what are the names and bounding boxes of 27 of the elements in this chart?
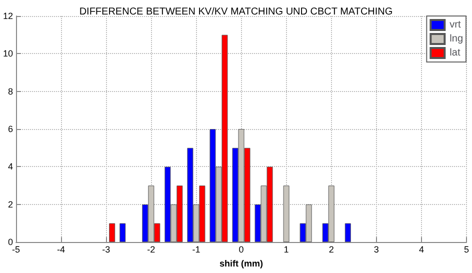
- bar: [344, 223, 351, 242]
- x-tick-label: 3: [374, 244, 379, 255]
- y-tick-label: 12: [2, 11, 14, 21]
- x-tick-label: -1: [192, 244, 200, 255]
- legend-label: lat: [450, 48, 460, 58]
- bar: [283, 186, 290, 242]
- bar: [109, 223, 116, 242]
- legend-label: lng: [450, 34, 464, 44]
- x-tick-label: 5: [464, 244, 470, 255]
- y-tick-label: 6: [8, 124, 14, 134]
- x-tick-label: -2: [147, 244, 156, 255]
- x-tick-label: -4: [57, 244, 66, 255]
- y-tick-label: 4: [8, 162, 14, 172]
- chart-title: DIFFERENCE BETWEEN KV/KV MATCHING UND CBCT MATCHING: [79, 6, 393, 18]
- x-tick-label: 2: [328, 244, 334, 255]
- x-tick-label: 1: [284, 244, 289, 255]
- x-axis-title: shift (mm): [220, 258, 264, 268]
- y-tick-label: 2: [8, 199, 14, 210]
- legend-label: vrt: [450, 20, 461, 30]
- x-tick-label: 4: [418, 244, 424, 255]
- y-tick-label: 0: [8, 237, 14, 248]
- x-tick-label: -5: [12, 244, 20, 255]
- y-tick-label: 8: [8, 86, 14, 96]
- y-tick-label: 10: [2, 48, 14, 59]
- bar: [120, 223, 126, 242]
- x-tick-label: 0: [238, 244, 244, 255]
- x-tick-label: -3: [102, 244, 110, 255]
